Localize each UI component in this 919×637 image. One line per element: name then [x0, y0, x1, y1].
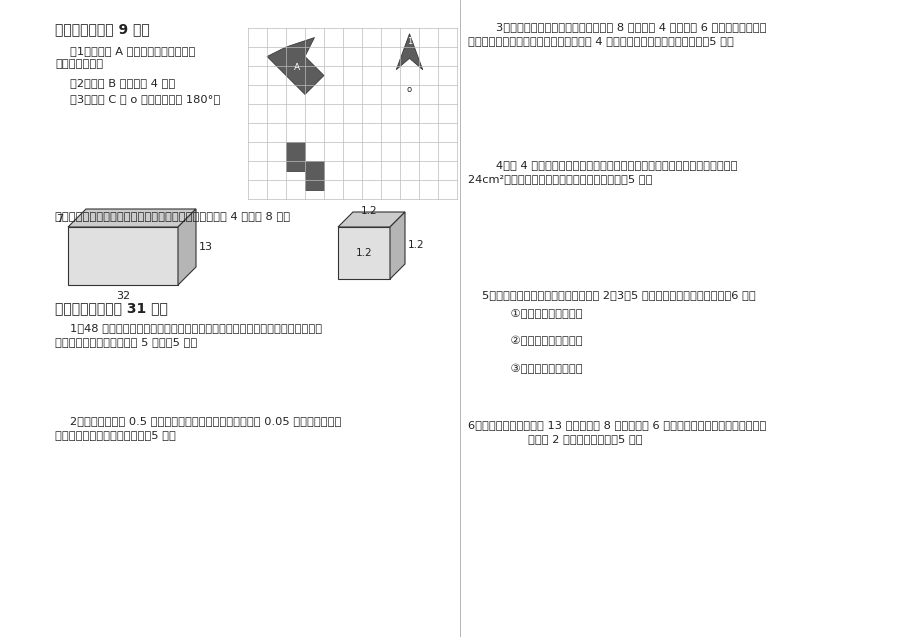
Text: 1: 1: [406, 37, 412, 46]
Polygon shape: [390, 212, 404, 279]
Text: 1.2: 1.2: [360, 206, 377, 216]
Polygon shape: [177, 209, 196, 285]
Text: 7: 7: [56, 214, 62, 224]
Polygon shape: [286, 142, 323, 189]
Text: 七、解决问题（共 31 分）: 七、解决问题（共 31 分）: [55, 301, 167, 315]
Text: ②有两个数字是合数：: ②有两个数字是合数：: [495, 336, 582, 347]
Text: 个轴对称图形。: 个轴对称图形。: [55, 59, 103, 69]
Text: （1）画出图 A 的另一半，使它成为一: （1）画出图 A 的另一半，使它成为一: [70, 46, 195, 56]
Bar: [337, 227, 390, 279]
Text: 钢材，锻成的钢材有多少长？（5 分）: 钢材，锻成的钢材有多少长？（5 分）: [55, 430, 176, 440]
Polygon shape: [396, 34, 423, 70]
Polygon shape: [68, 209, 196, 227]
Text: （2）把图 B 向右平移 4 格。: （2）把图 B 向右平移 4 格。: [70, 78, 175, 88]
Text: 六、计算下列图形的表面积和体积（单位：厘米）（每题 4 分，共 8 分）: 六、计算下列图形的表面积和体积（单位：厘米）（每题 4 分，共 8 分）: [55, 211, 289, 221]
Text: 32: 32: [116, 291, 130, 301]
Bar: [68, 227, 177, 285]
Text: A: A: [294, 64, 301, 73]
Text: 1．48 名学生排队，要求每行的人数相同，可以排成几行？有几种不同的排法，: 1．48 名学生排队，要求每行的人数相同，可以排成几行？有几种不同的排法，: [70, 323, 322, 333]
Text: 棱长为 2 厘米的正方体？（5 分）: 棱长为 2 厘米的正方体？（5 分）: [528, 434, 642, 444]
Polygon shape: [337, 212, 404, 227]
Circle shape: [404, 84, 414, 93]
Text: B: B: [294, 172, 301, 181]
Text: 2、把一块棱长是 0.5 米的正方体钢坯，锻成横截面面积是 0.05 平方米的长方体: 2、把一块棱长是 0.5 米的正方体钢坯，锻成横截面面积是 0.05 平方米的长…: [70, 416, 341, 426]
Text: 1.2: 1.2: [407, 241, 425, 250]
Text: （3）把图 C 绕 o 点顺时针旋转 180°。: （3）把图 C 绕 o 点顺时针旋转 180°。: [70, 94, 220, 104]
Text: 5、写出一些三位数，这些数都同时是 2、3、5 的倍数。（每种写两个数）（6 分）: 5、写出一些三位数，这些数都同时是 2、3、5 的倍数。（每种写两个数）（6 分…: [482, 290, 754, 300]
Text: 少平方分米的玻璃？如果每平方分米玻璃 4 元钱，至少需要多少钱买玻璃？（5 分）: 少平方分米的玻璃？如果每平方分米玻璃 4 元钱，至少需要多少钱买玻璃？（5 分）: [468, 36, 733, 46]
Text: 3、做一个长方体的浴缸（无盖），长 8 分米，宽 4 分米，高 6 分米，至少需要多: 3、做一个长方体的浴缸（无盖），长 8 分米，宽 4 分米，高 6 分米，至少需…: [495, 22, 766, 32]
Text: 4、将 4 个小正方体堆成一个长方形，表面积比四个小正方体的表面积和少了: 4、将 4 个小正方体堆成一个长方形，表面积比四个小正方体的表面积和少了: [495, 160, 737, 170]
Text: 五、作图题（共 9 分）: 五、作图题（共 9 分）: [55, 22, 150, 36]
Text: 6、在一个从里面量长为 13 厘米、宽为 8 厘米、高为 6 厘米的纸箱中，最多可以放多少个: 6、在一个从里面量长为 13 厘米、宽为 8 厘米、高为 6 厘米的纸箱中，最多…: [468, 420, 766, 430]
Text: ①有两个数字是质数：: ①有两个数字是质数：: [495, 308, 582, 318]
Text: 1.2: 1.2: [356, 248, 372, 258]
Text: 24cm²，原来每个小正方体的表面积是多少？（5 分）: 24cm²，原来每个小正方体的表面积是多少？（5 分）: [468, 174, 652, 184]
Text: ③有两个数字是奇数：: ③有两个数字是奇数：: [495, 364, 582, 375]
Text: o: o: [406, 85, 412, 94]
Text: 请分别写出来。（至少写出 5 种）（5 分）: 请分别写出来。（至少写出 5 种）（5 分）: [55, 337, 197, 347]
Polygon shape: [267, 38, 323, 94]
Text: 13: 13: [199, 242, 213, 252]
